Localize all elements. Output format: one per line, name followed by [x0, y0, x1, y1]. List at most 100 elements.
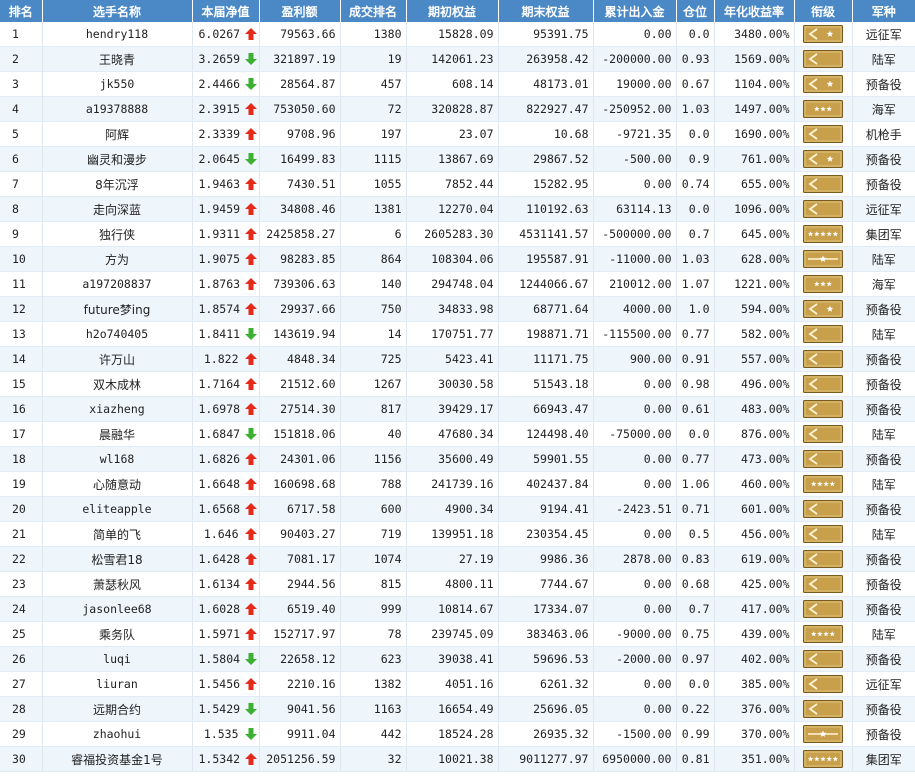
table-row[interactable]: 2 王晓青 3.2659 321897.19 19 142061.23 263958.42-…	[0, 46, 915, 72]
table-row[interactable]: 17 晨融华 1.6847 151818.06 40 47680.34 124498.40-…	[0, 421, 915, 447]
player-name-cell: 松雪君18	[42, 546, 193, 572]
trade-rank-cell: 623	[340, 646, 407, 672]
table-row[interactable]: 24 jasonlee68 1.6028 6519.40 999 10814.67 1733…	[0, 596, 915, 622]
player-name[interactable]: 心随意动	[92, 477, 141, 492]
table-row[interactable]: 26 luqi 1.5804 22658.12 623 39038.41 59696.53-…	[0, 646, 915, 672]
table-row[interactable]: 3 jk550 2.4466 28564.87 457 608.14 48173.01 190…	[0, 71, 915, 97]
table-row[interactable]: 18 wl168 1.6826 24301.06 1156 35600.49 59901.5…	[0, 446, 915, 472]
start-equity-cell: 294748.04	[406, 271, 499, 297]
end-equity-cell: 59901.55	[498, 446, 594, 472]
net-value-cell: 1.5456	[192, 671, 260, 697]
player-name[interactable]: wl168	[99, 452, 135, 466]
player-name[interactable]: 晨融华	[98, 427, 135, 442]
col-header-rank-insignia[interactable]: 衔级	[794, 0, 853, 22]
player-name[interactable]: 睿福投资基金1号	[71, 752, 163, 767]
table-row[interactable]: 22 松雪君18 1.6428 7081.17 1074 27.19 9986.36 2878…	[0, 546, 915, 572]
table-row[interactable]: 28 远期合约 1.5429 9041.56 1163 16654.49 25696.05 0…	[0, 696, 915, 722]
table-row[interactable]: 8 走向深蓝 1.9459 34808.46 1381 12270.04 110192.63…	[0, 196, 915, 222]
player-name[interactable]: jasonlee68	[82, 602, 152, 616]
chevron-plain-insignia-icon	[803, 550, 843, 568]
start-equity-cell: 239745.09	[406, 621, 499, 647]
table-row[interactable]: 20 eliteapple 1.6568 6717.58 600 4900.34 9194.…	[0, 496, 915, 522]
trade-rank-cell: 1381	[340, 196, 407, 222]
player-name[interactable]: 独行侠	[98, 227, 135, 242]
player-name-cell: 独行侠	[42, 221, 193, 247]
player-name[interactable]: liuran	[96, 677, 138, 691]
annual-return-cell: 425.00%	[714, 571, 795, 597]
col-header-end-equity[interactable]: 期末权益	[498, 0, 594, 22]
table-row[interactable]: 19 心随意动 1.6648 160698.68 788 241739.16 402437.…	[0, 471, 915, 497]
table-row[interactable]: 21 简单的飞 1.646 90403.27 719 139951.18 230354.45…	[0, 521, 915, 547]
player-name-cell: 阿辉	[42, 121, 193, 147]
col-header-player-name[interactable]: 选手名称	[42, 0, 193, 22]
table-row[interactable]: 5 阿辉 2.3339 9708.96 197 23.07 10.68 -9721.35 0.0…	[0, 121, 915, 147]
player-name[interactable]: 双木成林	[92, 377, 141, 392]
table-row[interactable]: 27 liuran 1.5456 2210.16 1382 4051.16 6261.32 0…	[0, 671, 915, 697]
player-name[interactable]: a197208837	[82, 277, 152, 291]
table-row[interactable]: 1 hendry118 6.0267 79563.66 1380 15828.09 9539…	[0, 22, 915, 47]
trade-rank-cell: 1055	[340, 171, 407, 197]
player-name[interactable]: 远期合约	[92, 702, 141, 717]
player-name[interactable]: 乘务队	[98, 627, 135, 642]
table-row[interactable]: 6 幽灵和漫步 2.0645 16499.83 1115 13867.69 29867.52…	[0, 146, 915, 172]
net-value: 2.3915	[198, 102, 241, 116]
player-name[interactable]: 方为	[104, 252, 129, 267]
table-row[interactable]: 16 xiazheng 1.6978 27514.30 817 39429.17 66943…	[0, 396, 915, 422]
table-row[interactable]: 30 睿福投资基金1号 1.5342 2051256.59 32 10021.38 9011…	[0, 746, 915, 772]
player-name[interactable]: 8年沉浮	[95, 177, 139, 192]
insignia-cell	[794, 471, 853, 497]
player-name[interactable]: h2o740405	[85, 327, 149, 341]
player-name[interactable]: future梦ing	[83, 302, 151, 317]
start-equity-cell: 139951.18	[406, 521, 499, 547]
profit-cell: 753050.60	[259, 96, 341, 122]
arrow-up-icon	[244, 203, 257, 215]
col-header-army[interactable]: 军种	[852, 0, 915, 22]
player-name[interactable]: jk550	[99, 77, 135, 91]
player-name[interactable]: 简单的飞	[92, 527, 141, 542]
player-name[interactable]: luqi	[103, 652, 131, 666]
net-value: 1.8411	[198, 327, 241, 341]
col-header-position[interactable]: 仓位	[676, 0, 715, 22]
table-row[interactable]: 10 方为 1.9075 98283.85 864 108304.06 195587.91-…	[0, 246, 915, 272]
army-cell: 预备役	[852, 346, 915, 372]
rank-cell: 1	[0, 22, 43, 47]
col-header-profit[interactable]: 盈利额	[259, 0, 341, 22]
player-name[interactable]: 松雪君18	[91, 552, 143, 567]
player-name[interactable]: a19378888	[85, 102, 149, 116]
player-name[interactable]: 阿辉	[104, 127, 129, 142]
player-name[interactable]: 王晓青	[98, 52, 135, 67]
player-name-cell: jk550	[42, 71, 193, 97]
army-cell: 海军	[852, 271, 915, 297]
table-row[interactable]: 11 a197208837 1.8763 739306.63 140 294748.04 1…	[0, 271, 915, 297]
col-header-rank[interactable]: 排名	[0, 0, 43, 22]
col-header-net-flow[interactable]: 累计出入金	[593, 0, 677, 22]
player-name[interactable]: xiazheng	[89, 402, 145, 416]
table-row[interactable]: 23 萧瑟秋风 1.6134 2944.56 815 4800.11 7744.67 0.00…	[0, 571, 915, 597]
col-header-start-equity[interactable]: 期初权益	[406, 0, 499, 22]
arrow-up-icon	[244, 378, 257, 390]
table-row[interactable]: 25 乘务队 1.5971 152717.97 78 239745.09 383463.06…	[0, 621, 915, 647]
table-row[interactable]: 14 许万山 1.822 4848.34 725 5423.41 11171.75 900.0…	[0, 346, 915, 372]
table-row[interactable]: 4 a19378888 2.3915 753050.60 72 320828.87 8229…	[0, 96, 915, 122]
trade-rank-cell: 19	[340, 46, 407, 72]
player-name[interactable]: 萧瑟秋风	[92, 577, 141, 592]
table-row[interactable]: 29 zhaohui 1.535 9911.04 442 18524.28 26935.32…	[0, 721, 915, 747]
player-name[interactable]: eliteapple	[82, 502, 152, 516]
net-value-cell: 1.9311	[192, 221, 260, 247]
table-row[interactable]: 13 h2o740405 1.8411 143619.94 14 170751.77 198…	[0, 321, 915, 347]
player-name[interactable]: zhaohui	[92, 727, 142, 741]
table-row[interactable]: 12 future梦ing 1.8574 29937.66 750 34833.98 687…	[0, 296, 915, 322]
col-header-trade-rank[interactable]: 成交排名	[340, 0, 407, 22]
player-name[interactable]: 幽灵和漫步	[86, 152, 147, 167]
chevron-plain-insignia-icon	[803, 200, 843, 218]
table-row[interactable]: 15 双木成林 1.7164 21512.60 1267 30030.58 51543.18…	[0, 371, 915, 397]
annual-return-cell: 456.00%	[714, 521, 795, 547]
player-name[interactable]: 走向深蓝	[92, 202, 141, 217]
player-name[interactable]: hendry118	[85, 27, 149, 41]
col-header-annual-return[interactable]: 年化收益率	[714, 0, 795, 22]
player-name[interactable]: 许万山	[98, 352, 135, 367]
table-row[interactable]: 7 8年沉浮 1.9463 7430.51 1055 7852.44 15282.95 0.0…	[0, 171, 915, 197]
table-row[interactable]: 9 独行侠 1.9311 2425858.27 6 2605283.30 4531141.5…	[0, 221, 915, 247]
col-header-net-value[interactable]: 本届净值	[192, 0, 260, 22]
position-cell: 0.93	[676, 46, 715, 72]
